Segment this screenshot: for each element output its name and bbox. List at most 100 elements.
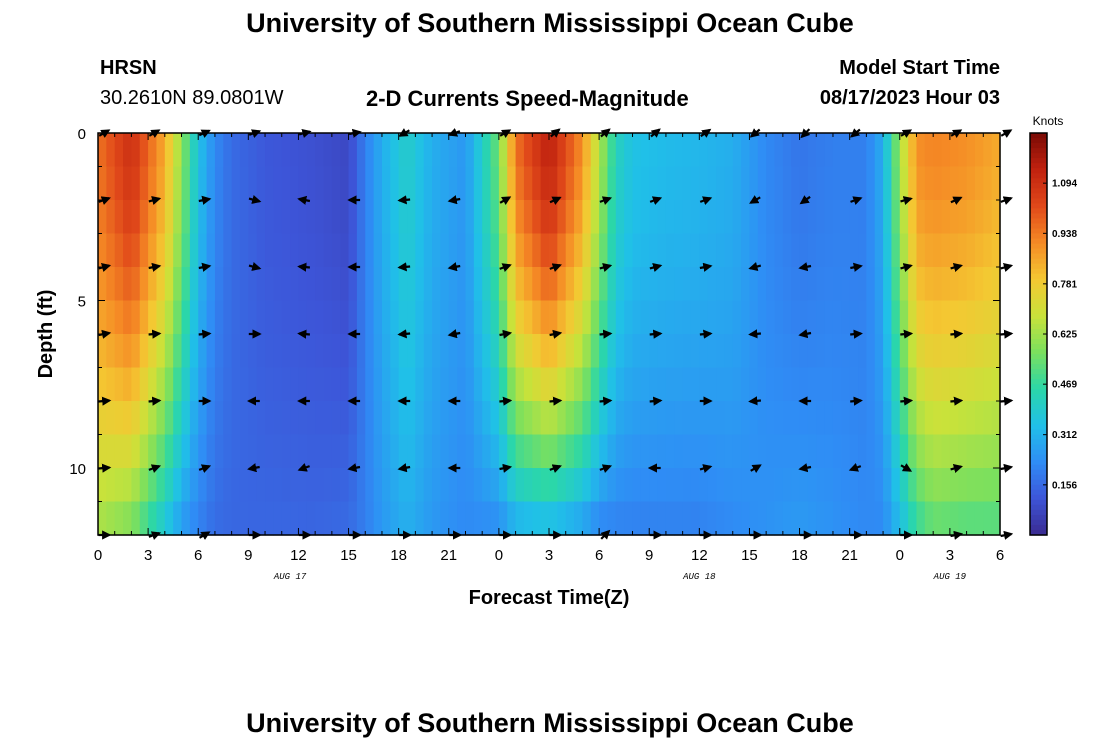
heatmap-cell: [515, 166, 525, 201]
heatmap-cell: [331, 300, 341, 335]
heatmap-cell: [782, 166, 792, 201]
x-tick-label: 21: [841, 547, 858, 564]
heatmap-cell: [657, 267, 667, 302]
heatmap-cell: [565, 166, 575, 201]
heatmap-cell: [824, 133, 834, 168]
x-date-label: AUG 18: [682, 572, 716, 582]
heatmap-cell: [741, 300, 751, 335]
heatmap-cell: [290, 401, 300, 436]
colorbar-segment: [1030, 308, 1047, 315]
heatmap-cell: [348, 267, 358, 302]
heatmap-cell: [448, 133, 458, 168]
heatmap-cell: [791, 434, 801, 469]
x-tick-label: 12: [691, 547, 708, 564]
heatmap-cell: [507, 501, 517, 536]
heatmap-cell: [716, 501, 725, 536]
heatmap-cell: [440, 434, 450, 469]
heatmap-cell: [198, 367, 208, 402]
station-name: HRSN: [100, 57, 157, 79]
heatmap-cell: [557, 166, 567, 201]
heatmap-cell: [348, 434, 358, 469]
current-vector-arrow: [748, 262, 762, 271]
heatmap-cell: [866, 367, 876, 402]
heatmap-cell: [98, 367, 107, 402]
heatmap-cell: [181, 267, 191, 302]
heatmap-cell: [682, 367, 692, 402]
colorbar-segment: [1030, 148, 1047, 154]
heatmap-cell: [574, 200, 584, 235]
heatmap-cell: [523, 334, 533, 369]
model-start-value: 08/17/2023 Hour 03: [819, 87, 1000, 109]
current-vector-arrow: [247, 463, 260, 473]
heatmap-cell: [574, 166, 584, 201]
colorbar-segment: [1030, 424, 1047, 431]
heatmap-cell: [716, 334, 725, 369]
heatmap-cell: [532, 200, 542, 235]
heatmap-cell: [457, 133, 467, 168]
heatmap-cell: [348, 133, 358, 168]
heatmap-cell: [315, 233, 325, 268]
heatmap-cell: [223, 401, 233, 436]
colorbar-segment: [1030, 509, 1047, 516]
colorbar-segment: [1030, 233, 1047, 240]
heatmap-cell: [858, 300, 867, 335]
heatmap-cell: [933, 367, 943, 402]
heatmap-cell: [640, 401, 650, 436]
heatmap-cell: [323, 267, 333, 302]
heatmap-cell: [657, 133, 667, 168]
heatmap-cell: [390, 434, 400, 469]
heatmap-cell: [891, 267, 901, 302]
heatmap-cell: [123, 200, 133, 235]
heatmap-cell: [774, 434, 784, 469]
heatmap-cell: [181, 166, 191, 201]
heatmap-cell: [214, 401, 224, 436]
colorbar-segment: [1030, 273, 1047, 280]
heatmap-cell: [949, 133, 959, 168]
heatmap-cell: [98, 133, 107, 168]
current-vector-arrow: [850, 396, 863, 406]
heatmap-cell: [807, 267, 817, 302]
heatmap-cell: [523, 133, 533, 168]
heatmap-cell: [415, 468, 425, 503]
heatmap-cell: [423, 233, 433, 268]
heatmap-cell: [415, 434, 425, 469]
heatmap-cell: [298, 300, 308, 335]
heatmap-cell: [724, 434, 734, 469]
heatmap-cell: [757, 367, 767, 402]
heatmap-cell: [774, 300, 784, 335]
heatmap-cell: [139, 334, 149, 369]
current-vector-arrow: [549, 329, 563, 339]
heatmap-cell: [164, 334, 174, 369]
heatmap-cell: [156, 468, 166, 503]
heatmap-cell: [465, 401, 475, 436]
heatmap-cell: [98, 267, 107, 302]
heatmap-cell: [741, 267, 751, 302]
heatmap-cell: [916, 367, 926, 402]
heatmap-cell: [114, 233, 124, 268]
heatmap-cell: [966, 434, 976, 469]
heatmap-cell: [540, 434, 550, 469]
heatmap-cell: [557, 401, 567, 436]
heatmap-cell: [415, 501, 425, 536]
heatmap-cell: [665, 233, 675, 268]
heatmap-cell: [632, 133, 642, 168]
heatmap-cell: [824, 501, 834, 536]
heatmap-cell: [791, 468, 801, 503]
heatmap-cell: [674, 367, 684, 402]
heatmap-cell: [198, 166, 208, 201]
colorbar-segment: [1030, 334, 1047, 340]
heatmap-cell: [891, 200, 901, 235]
heatmap-cell: [323, 200, 333, 235]
x-tick-label: 3: [946, 547, 954, 564]
heatmap-cell: [256, 133, 266, 168]
heatmap-cell: [114, 401, 124, 436]
heatmap-cell: [465, 267, 475, 302]
heatmap-cell: [799, 233, 809, 268]
heatmap-cell: [148, 267, 158, 302]
heatmap-cell: [407, 334, 416, 369]
heatmap-cell: [632, 367, 642, 402]
heatmap-cell: [315, 166, 325, 201]
heatmap-cell: [457, 233, 467, 268]
heatmap-cell: [123, 401, 133, 436]
